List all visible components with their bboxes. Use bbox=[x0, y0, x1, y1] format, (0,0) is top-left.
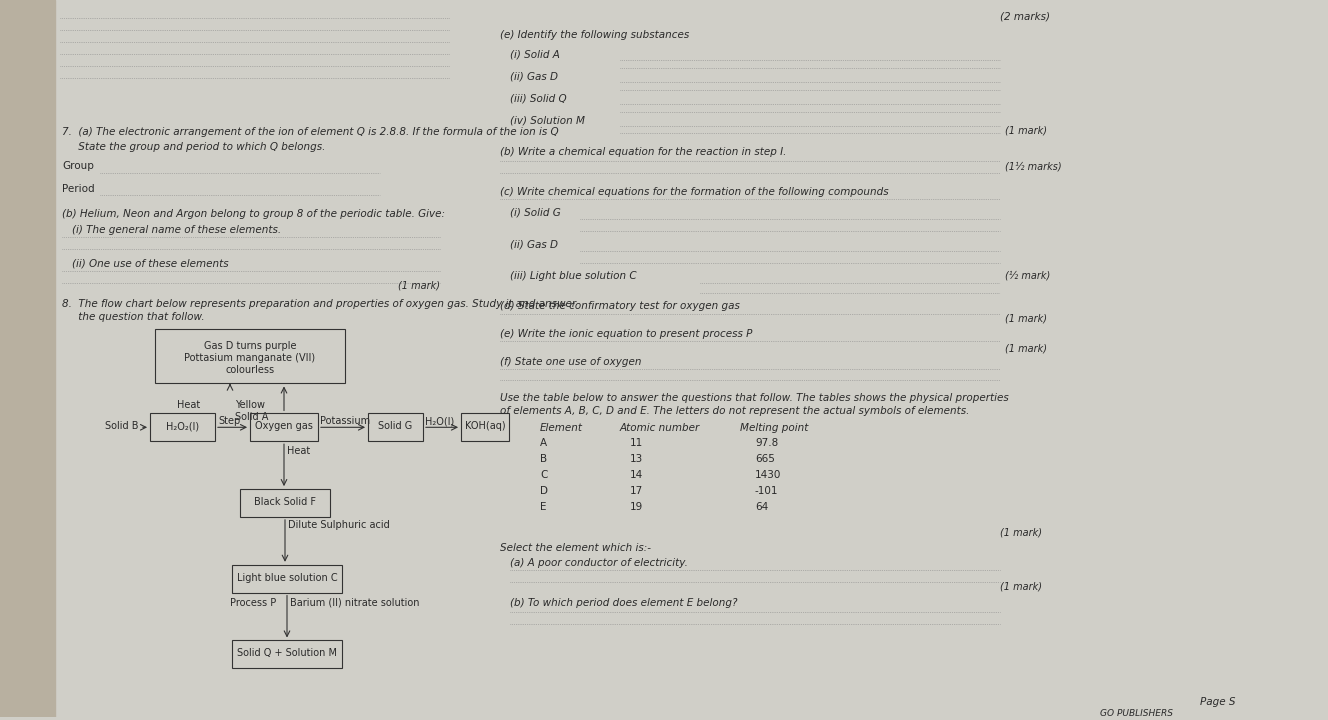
Text: (iii) Light blue solution C: (iii) Light blue solution C bbox=[510, 271, 636, 281]
Text: (1 mark): (1 mark) bbox=[1000, 582, 1042, 592]
Text: (½ mark): (½ mark) bbox=[1005, 271, 1050, 281]
Bar bbox=[240, 489, 329, 517]
Text: (b) Helium, Neon and Argon belong to group 8 of the periodic table. Give:: (b) Helium, Neon and Argon belong to gro… bbox=[62, 210, 445, 219]
Text: (i) Solid G: (i) Solid G bbox=[510, 207, 560, 217]
Text: Period: Period bbox=[62, 184, 94, 194]
Text: (ii) Gas D: (ii) Gas D bbox=[510, 239, 558, 249]
Text: 17: 17 bbox=[629, 486, 643, 496]
Text: (2 marks): (2 marks) bbox=[1000, 12, 1050, 22]
Text: (a) A poor conductor of electricity.: (a) A poor conductor of electricity. bbox=[510, 558, 688, 568]
Text: (b) Write a chemical equation for the reaction in step I.: (b) Write a chemical equation for the re… bbox=[501, 148, 786, 158]
Text: E: E bbox=[540, 502, 547, 512]
Bar bbox=[250, 413, 317, 441]
Text: (f) State one use of oxygen: (f) State one use of oxygen bbox=[501, 356, 641, 366]
Text: B: B bbox=[540, 454, 547, 464]
Text: 19: 19 bbox=[629, 502, 643, 512]
Text: (i) Solid A: (i) Solid A bbox=[510, 50, 560, 60]
Text: the question that follow.: the question that follow. bbox=[62, 312, 205, 322]
Text: Solid A: Solid A bbox=[235, 413, 268, 423]
Text: Atomic number: Atomic number bbox=[620, 423, 700, 433]
Text: Solid B: Solid B bbox=[105, 421, 138, 431]
Text: (i) The general name of these elements.: (i) The general name of these elements. bbox=[72, 225, 282, 235]
Text: Dilute Sulphuric acid: Dilute Sulphuric acid bbox=[288, 520, 389, 530]
Text: 13: 13 bbox=[629, 454, 643, 464]
Text: Step: Step bbox=[218, 416, 240, 426]
Text: 97.8: 97.8 bbox=[756, 438, 778, 449]
Text: (1 mark): (1 mark) bbox=[1000, 528, 1042, 538]
Text: KOH(aq): KOH(aq) bbox=[465, 421, 506, 431]
Bar bbox=[232, 641, 343, 668]
Text: (1 mark): (1 mark) bbox=[1005, 343, 1046, 354]
Text: 7.  (a) The electronic arrangement of the ion of element Q is 2.8.8. If the form: 7. (a) The electronic arrangement of the… bbox=[62, 127, 559, 138]
Bar bbox=[232, 564, 343, 593]
Text: Page S: Page S bbox=[1201, 697, 1235, 707]
Text: 14: 14 bbox=[629, 470, 643, 480]
Text: H₂O(l): H₂O(l) bbox=[425, 416, 454, 426]
Text: Melting point: Melting point bbox=[740, 423, 809, 433]
Text: (e) Write the ionic equation to present process P: (e) Write the ionic equation to present … bbox=[501, 329, 753, 338]
Text: 665: 665 bbox=[756, 454, 774, 464]
Text: (c) Write chemical equations for the formation of the following compounds: (c) Write chemical equations for the for… bbox=[501, 187, 888, 197]
Text: (iv) Solution M: (iv) Solution M bbox=[510, 115, 586, 125]
Text: A: A bbox=[540, 438, 547, 449]
Text: (1 mark): (1 mark) bbox=[1005, 314, 1046, 324]
Text: Potassium: Potassium bbox=[320, 416, 371, 426]
Bar bbox=[461, 413, 509, 441]
Text: 11: 11 bbox=[629, 438, 643, 449]
Text: Heat: Heat bbox=[177, 400, 201, 410]
Text: Use the table below to answer the questions that follow. The tables shows the ph: Use the table below to answer the questi… bbox=[501, 393, 1009, 403]
Text: -101: -101 bbox=[756, 486, 778, 496]
Text: (ii) Gas D: (ii) Gas D bbox=[510, 72, 558, 81]
Text: (e) Identify the following substances: (e) Identify the following substances bbox=[501, 30, 689, 40]
Text: Pottasium manganate (VII): Pottasium manganate (VII) bbox=[185, 353, 316, 363]
Text: 1430: 1430 bbox=[756, 470, 781, 480]
Text: C: C bbox=[540, 470, 547, 480]
Text: Yellow: Yellow bbox=[235, 400, 266, 410]
Text: Element: Element bbox=[540, 423, 583, 433]
Text: D: D bbox=[540, 486, 548, 496]
Text: (d) State the confirmatory test for oxygen gas: (d) State the confirmatory test for oxyg… bbox=[501, 301, 740, 311]
Text: (1 mark): (1 mark) bbox=[1005, 125, 1046, 135]
Text: Select the element which is:-: Select the element which is:- bbox=[501, 543, 651, 553]
Text: (iii) Solid Q: (iii) Solid Q bbox=[510, 94, 567, 104]
Text: Light blue solution C: Light blue solution C bbox=[236, 572, 337, 582]
Text: Heat: Heat bbox=[287, 446, 311, 456]
Text: Process P: Process P bbox=[230, 598, 276, 608]
Text: Group: Group bbox=[62, 161, 94, 171]
Text: Solid Q + Solution M: Solid Q + Solution M bbox=[236, 649, 337, 658]
Text: of elements A, B, C, D and E. The letters do not represent the actual symbols of: of elements A, B, C, D and E. The letter… bbox=[501, 406, 969, 416]
Bar bbox=[368, 413, 424, 441]
Text: State the group and period to which Q belongs.: State the group and period to which Q be… bbox=[62, 143, 325, 153]
Text: Oxygen gas: Oxygen gas bbox=[255, 421, 313, 431]
Bar bbox=[155, 329, 345, 384]
Text: (1½ marks): (1½ marks) bbox=[1005, 161, 1061, 171]
Text: Solid G: Solid G bbox=[378, 421, 413, 431]
Text: Gas D turns purple: Gas D turns purple bbox=[203, 341, 296, 351]
Bar bbox=[150, 413, 215, 441]
Text: GO PUBLISHERS: GO PUBLISHERS bbox=[1100, 709, 1173, 718]
Text: Black Solid F: Black Solid F bbox=[254, 497, 316, 507]
Text: 64: 64 bbox=[756, 502, 769, 512]
Text: Barium (II) nitrate solution: Barium (II) nitrate solution bbox=[290, 598, 420, 608]
Text: (ii) One use of these elements: (ii) One use of these elements bbox=[72, 259, 228, 269]
Text: 8.  The flow chart below represents preparation and properties of oxygen gas. St: 8. The flow chart below represents prepa… bbox=[62, 299, 576, 309]
Text: H₂O₂(l): H₂O₂(l) bbox=[166, 421, 199, 431]
Text: (1 mark): (1 mark) bbox=[398, 281, 440, 291]
Text: colourless: colourless bbox=[226, 364, 275, 374]
Bar bbox=[0, 0, 54, 717]
Text: (b) To which period does element E belong?: (b) To which period does element E belon… bbox=[510, 598, 737, 608]
